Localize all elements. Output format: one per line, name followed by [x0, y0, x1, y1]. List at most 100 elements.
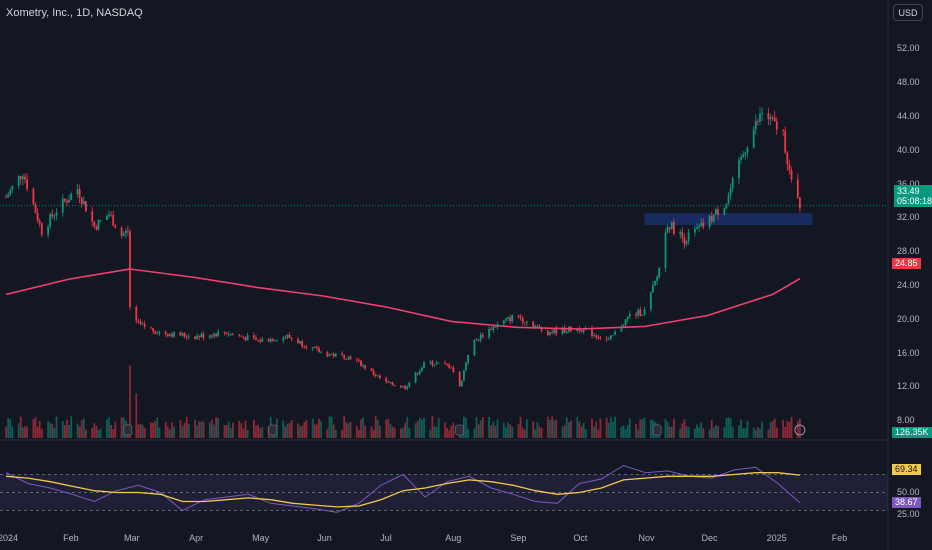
volume-bar — [76, 423, 79, 438]
candle-body — [614, 331, 616, 335]
volume-bar — [152, 422, 154, 438]
candle-body — [156, 333, 159, 335]
candle-body — [786, 152, 789, 165]
volume-bar — [156, 417, 159, 438]
candle-body — [612, 334, 614, 336]
volume-bar — [150, 422, 152, 438]
volume-bar — [343, 416, 346, 438]
volume-bar — [311, 418, 314, 438]
volume-bar — [414, 423, 417, 438]
candle-body — [274, 340, 276, 342]
volume-bar — [450, 425, 453, 438]
volume-bar — [259, 427, 262, 438]
time-tick-label: Mar — [124, 533, 140, 543]
candle-body — [122, 233, 125, 236]
volume-bar — [614, 416, 616, 438]
candle-body — [507, 317, 509, 319]
candle-body — [364, 365, 367, 369]
candle-body — [211, 335, 213, 337]
candle-body — [36, 212, 39, 221]
candle-body — [376, 375, 379, 377]
candle-body — [150, 327, 152, 329]
candle-body — [303, 346, 306, 348]
candle-body — [143, 323, 146, 328]
candle-body — [652, 285, 654, 293]
volume-bar — [99, 428, 102, 438]
volume-bar — [717, 426, 719, 438]
volume-bar — [637, 429, 640, 438]
volume-bar — [599, 418, 602, 438]
candle-body — [460, 380, 463, 387]
volume-bar — [282, 420, 285, 438]
candle-body — [402, 386, 404, 388]
candle-body — [97, 220, 100, 230]
volume-bar — [19, 416, 22, 438]
volume-bar — [379, 425, 381, 438]
candle-body — [635, 313, 637, 316]
candle-body — [227, 334, 230, 336]
volume-bar — [643, 417, 646, 438]
candle-body — [687, 232, 690, 242]
candle-body — [626, 316, 629, 320]
candle-body — [110, 214, 112, 216]
volume-bar — [624, 429, 627, 438]
volume-bar — [166, 426, 169, 438]
candle-body — [561, 327, 564, 334]
rsi-line — [5, 464, 801, 513]
volume-bar — [326, 428, 329, 438]
candle-body — [607, 339, 610, 340]
support-zone — [644, 213, 813, 226]
volume-bar — [106, 419, 108, 438]
volume-bar — [597, 429, 600, 438]
volume-bar — [429, 429, 432, 438]
volume-bar — [570, 420, 572, 438]
candle-body — [444, 362, 446, 364]
volume-value-badge: 126.35K — [892, 427, 932, 438]
candle-body — [519, 317, 522, 319]
candle-body — [788, 164, 791, 171]
candle-body — [208, 335, 211, 338]
candle-body — [782, 129, 784, 131]
candle-body — [754, 121, 757, 130]
candle-body — [269, 339, 272, 342]
candle-body — [475, 339, 478, 341]
candle-body — [372, 370, 375, 375]
moving-average-line — [5, 268, 801, 330]
volume-bar — [725, 418, 728, 438]
volume-bar — [217, 417, 220, 438]
volume-bar — [796, 420, 799, 438]
candle-body — [305, 347, 308, 349]
volume-bar — [694, 428, 696, 438]
candle-body — [435, 362, 438, 365]
volume-bar — [36, 426, 39, 438]
candle-body — [628, 313, 631, 317]
volume-bar — [97, 429, 100, 438]
volume-bar — [183, 423, 186, 438]
last-price-badge: 33.49 05:08:18 — [894, 185, 932, 207]
candle-body — [605, 338, 608, 340]
volume-bar — [465, 417, 467, 438]
candle-body — [773, 117, 776, 122]
volume-bar — [400, 428, 402, 438]
volume-bar — [9, 419, 12, 438]
volume-bar — [534, 429, 537, 438]
volume-bar — [154, 420, 157, 438]
volume-bar — [502, 422, 505, 438]
volume-bar — [710, 420, 713, 438]
candle-body — [387, 381, 390, 383]
rsi-ma-value-badge: 69.34 — [892, 464, 921, 475]
price-tick-label: 24.00 — [897, 279, 920, 290]
volume-bar — [418, 417, 421, 438]
candle-body — [492, 326, 495, 331]
candle-body — [40, 223, 43, 235]
candle-body — [473, 339, 476, 356]
currency-button[interactable]: USD — [893, 4, 923, 21]
candle-body — [26, 179, 28, 189]
volume-bar — [223, 425, 226, 438]
volume-bar — [301, 425, 304, 438]
candle-body — [679, 232, 682, 234]
volume-bar — [681, 423, 684, 438]
volume-bar — [641, 419, 644, 438]
volume-bar — [628, 418, 631, 438]
